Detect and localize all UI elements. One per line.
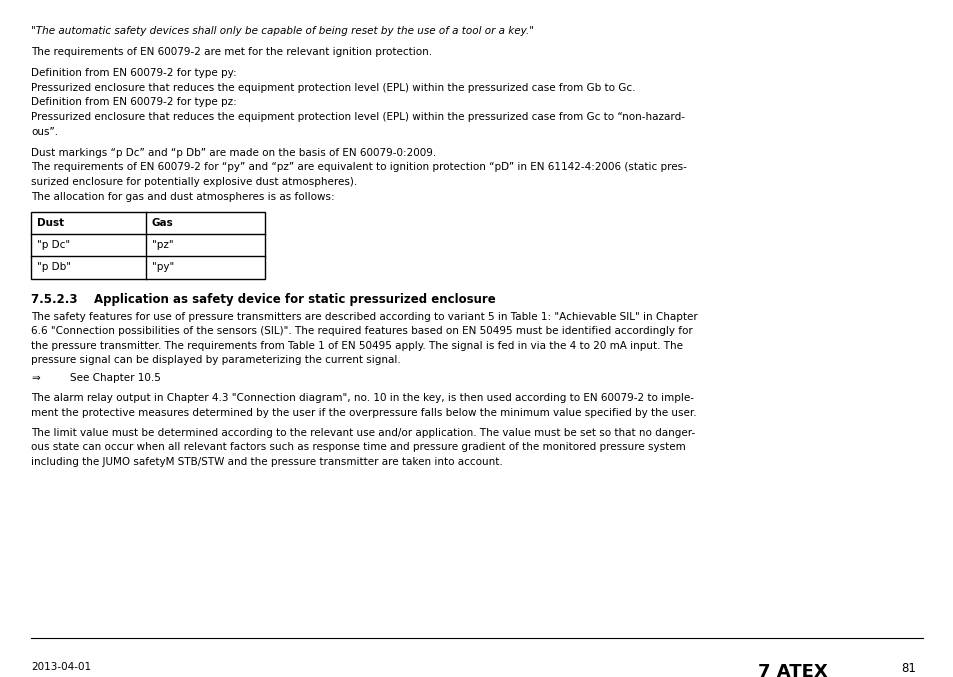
Text: "p Db": "p Db" (37, 263, 71, 273)
Text: See Chapter 10.5: See Chapter 10.5 (70, 373, 160, 383)
Text: The alarm relay output in Chapter 4.3 "Connection diagram", no. 10 in the key, i: The alarm relay output in Chapter 4.3 "C… (31, 393, 694, 403)
Text: Definition from EN 60079-2 for type py:: Definition from EN 60079-2 for type py: (31, 68, 237, 79)
Text: ment the protective measures determined by the user if the overpressure falls be: ment the protective measures determined … (31, 408, 697, 418)
Text: The safety features for use of pressure transmitters are described according to : The safety features for use of pressure … (31, 311, 698, 322)
Text: "p Dc": "p Dc" (37, 240, 71, 250)
Text: "pz": "pz" (152, 240, 173, 250)
Text: the pressure transmitter. The requirements from Table 1 of EN 50495 apply. The s: the pressure transmitter. The requiremen… (31, 341, 682, 351)
Text: 2013-04-01: 2013-04-01 (31, 662, 91, 672)
Text: "py": "py" (152, 263, 173, 273)
Text: pressure signal can be displayed by parameterizing the current signal.: pressure signal can be displayed by para… (31, 355, 401, 365)
Text: The allocation for gas and dust atmospheres is as follows:: The allocation for gas and dust atmosphe… (31, 192, 335, 202)
Text: The limit value must be determined according to the relevant use and/or applicat: The limit value must be determined accor… (31, 428, 695, 437)
Text: Definition from EN 60079-2 for type pz:: Definition from EN 60079-2 for type pz: (31, 97, 237, 108)
Text: Gas: Gas (152, 218, 173, 228)
Text: "The automatic safety devices shall only be capable of being reset by the use of: "The automatic safety devices shall only… (31, 26, 534, 36)
Text: including the JUMO safetyM STB/STW and the pressure transmitter are taken into a: including the JUMO safetyM STB/STW and t… (31, 457, 502, 466)
Text: Dust markings “p Dc” and “p Db” are made on the basis of EN 60079-0:2009.: Dust markings “p Dc” and “p Db” are made… (31, 148, 436, 158)
Text: ous state can occur when all relevant factors such as response time and pressure: ous state can occur when all relevant fa… (31, 442, 685, 452)
Text: Dust: Dust (37, 218, 64, 228)
Bar (31, 211, 265, 278)
Text: 81: 81 (901, 662, 916, 675)
Text: The requirements of EN 60079-2 for “py” and “pz” are equivalent to ignition prot: The requirements of EN 60079-2 for “py” … (31, 162, 686, 173)
Text: Pressurized enclosure that reduces the equipment protection level (EPL) within t: Pressurized enclosure that reduces the e… (31, 83, 636, 93)
Text: The requirements of EN 60079-2 are met for the relevant ignition protection.: The requirements of EN 60079-2 are met f… (31, 47, 432, 57)
Text: 7.5.2.3    Application as safety device for static pressurized enclosure: 7.5.2.3 Application as safety device for… (31, 293, 496, 307)
Text: Pressurized enclosure that reduces the equipment protection level (EPL) within t: Pressurized enclosure that reduces the e… (31, 112, 685, 122)
Text: ous”.: ous”. (31, 127, 58, 137)
Text: 7 ATEX: 7 ATEX (758, 663, 827, 677)
Text: 6.6 "Connection possibilities of the sensors (SIL)". The required features based: 6.6 "Connection possibilities of the sen… (31, 326, 693, 336)
Text: surized enclosure for potentially explosive dust atmospheres).: surized enclosure for potentially explos… (31, 177, 357, 187)
Text: ⇒: ⇒ (31, 373, 40, 383)
